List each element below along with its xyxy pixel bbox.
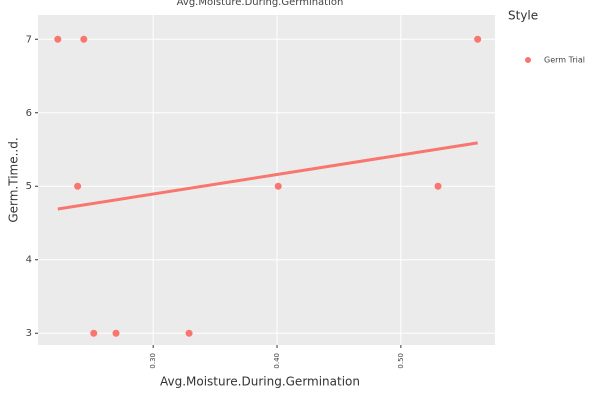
legend-label: Germ Trial [544,56,585,65]
point [474,35,482,43]
point [54,35,62,43]
x-tick-label: 0.50 [397,353,405,369]
y-tick-label: 5 [26,181,32,192]
x-axis-title: Avg.Moisture.During.Germination [160,375,360,389]
point [434,182,442,190]
point [274,182,282,190]
point [80,35,88,43]
trend-line [57,141,478,211]
x-tick-label: 0.40 [273,353,281,369]
point [90,329,98,337]
chart-title: Avg.Moisture.During.Germination [177,0,344,8]
legend-marker [525,57,531,63]
point [74,182,82,190]
y-tick-label: 6 [26,108,32,119]
legend-title: Style [508,9,538,23]
y-tick-label: 7 [26,34,32,45]
y-axis-title: Germ.Time..d. [7,137,21,222]
point [185,329,193,337]
plot-background [38,15,495,345]
point [112,329,120,337]
y-tick-label: 3 [26,328,32,339]
y-tick-label: 4 [26,255,32,266]
x-tick-label: 0.30 [149,353,157,369]
